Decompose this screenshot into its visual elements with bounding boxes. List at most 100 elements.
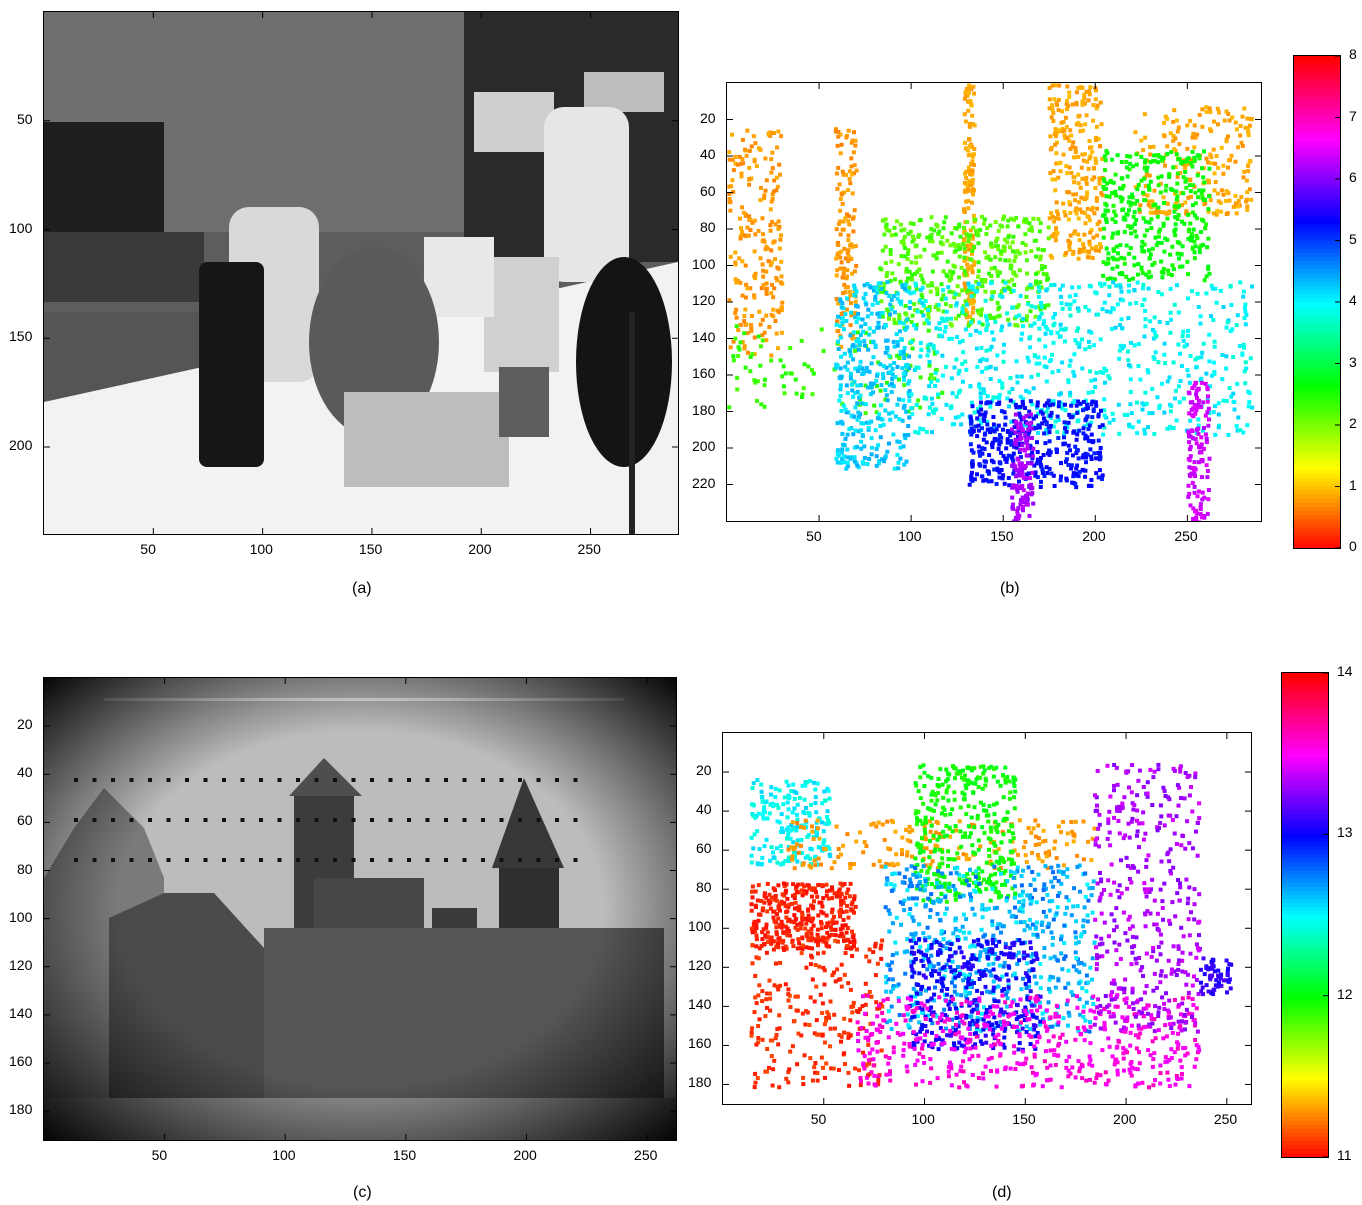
disparity-pixel: [858, 830, 863, 835]
disparity-pixel: [767, 978, 772, 983]
y-tick-label: 20: [17, 716, 33, 733]
calibration-dot: [259, 818, 263, 822]
calibration-dot: [129, 858, 134, 862]
disparity-pixel: [1180, 244, 1185, 249]
disparity-pixel: [1212, 188, 1217, 193]
calibration-dot: [462, 818, 467, 822]
disparity-pixel: [1091, 103, 1096, 108]
disparity-pixel: [1023, 839, 1028, 844]
disparity-pixel: [1204, 222, 1209, 227]
disparity-pixel: [837, 934, 842, 939]
disparity-pixel: [775, 802, 780, 807]
disparity-pixel: [804, 965, 809, 970]
disparity-pixel: [867, 1061, 872, 1066]
disparity-pixel: [822, 1022, 827, 1027]
disparity-pixel: [1037, 229, 1042, 234]
calibration-dot: [203, 858, 208, 862]
disparity-pixel: [782, 391, 787, 396]
disparity-pixel: [1088, 369, 1092, 374]
disparity-pixel: [846, 248, 851, 253]
disparity-pixel: [823, 936, 828, 941]
disparity-pixel: [1024, 440, 1029, 445]
image-plot-a: [43, 11, 679, 535]
disparity-pixel: [762, 900, 767, 905]
disparity-pixel: [771, 886, 776, 891]
colorbar-swatch: [1294, 420, 1340, 426]
disparity-pixel: [838, 219, 843, 224]
disparity-pixel: [855, 417, 860, 422]
disparity-pixel: [1067, 247, 1072, 252]
disparity-pixel: [850, 271, 854, 276]
disparity-pixel: [1219, 209, 1224, 214]
disparity-pixel: [878, 388, 883, 393]
disparity-pixel: [1151, 327, 1155, 332]
colorbar-swatch: [1294, 146, 1340, 151]
disparity-pixel: [764, 313, 769, 318]
disparity-pixel: [877, 859, 882, 864]
disparity-pixel: [900, 366, 905, 371]
disparity-pixel: [1240, 352, 1245, 357]
disparity-pixel: [1102, 179, 1107, 184]
disparity-pixel: [1240, 143, 1245, 148]
disparity-pixel: [1219, 188, 1224, 193]
disparity-pixel: [1226, 134, 1230, 139]
disparity-pixel: [898, 352, 903, 356]
disparity-pixel: [1038, 280, 1043, 285]
disparity-pixel: [991, 395, 996, 400]
disparity-pixel: [786, 855, 791, 860]
disparity-pixel: [1142, 242, 1147, 247]
disparity-pixel: [1178, 351, 1183, 356]
disparity-pixel: [1058, 334, 1063, 339]
disparity-pixel: [1077, 200, 1081, 205]
disparity-pixel: [941, 269, 946, 274]
disparity-pixel: [1156, 234, 1161, 239]
disparity-pixel: [1003, 780, 1008, 785]
calibration-dot: [259, 858, 263, 862]
disparity-pixel: [897, 315, 902, 320]
disparity-pixel: [1213, 432, 1218, 437]
disparity-pixel: [965, 266, 970, 271]
disparity-pixel: [771, 1067, 776, 1072]
disparity-pixel: [989, 296, 994, 301]
disparity-pixel: [1092, 166, 1096, 171]
disparity-pixel: [958, 246, 963, 251]
disparity-pixel: [1083, 101, 1087, 106]
disparity-pixel: [1054, 216, 1059, 221]
disparity-pixel: [993, 220, 998, 224]
disparity-pixel: [1113, 172, 1118, 177]
disparity-pixel: [1201, 218, 1206, 223]
bag: [309, 247, 439, 437]
disparity-pixel: [852, 286, 857, 291]
disparity-pixel: [990, 862, 995, 867]
disparity-pixel: [1195, 132, 1200, 137]
calibration-dot: [148, 778, 152, 782]
disparity-pixel: [880, 311, 885, 315]
disparity-pixel: [849, 313, 854, 318]
disparity-pixel: [840, 910, 845, 915]
disparity-pixel: [1156, 205, 1161, 210]
disparity-pixel: [1092, 343, 1096, 348]
disparity-pixel: [847, 254, 851, 259]
disparity-pixel: [846, 219, 851, 224]
disparity-pixel: [851, 432, 856, 437]
disparity-pixel: [1186, 390, 1191, 395]
disparity-pixel: [976, 241, 981, 246]
disparity-pixel: [843, 290, 848, 295]
disparity-pixel: [850, 1010, 855, 1015]
disparity-pixel: [830, 885, 834, 890]
disparity-pixel: [1103, 208, 1108, 213]
disparity-pixel: [1156, 183, 1161, 188]
disparity-pixel: [1097, 424, 1102, 429]
disparity-pixel: [816, 913, 821, 918]
disparity-pixel: [940, 856, 945, 861]
disparity-pixel: [1053, 83, 1057, 88]
disparity-pixel: [1156, 289, 1161, 294]
disparity-pixel: [1029, 225, 1034, 230]
disparity-pixel: [1030, 454, 1035, 459]
disparity-pixel: [968, 180, 973, 185]
disparity-pixel: [863, 383, 868, 388]
disparity-pixel: [786, 845, 791, 849]
disparity-pixel: [779, 274, 784, 279]
disparity-pixel: [1006, 317, 1011, 322]
disparity-pixel: [1089, 330, 1094, 335]
